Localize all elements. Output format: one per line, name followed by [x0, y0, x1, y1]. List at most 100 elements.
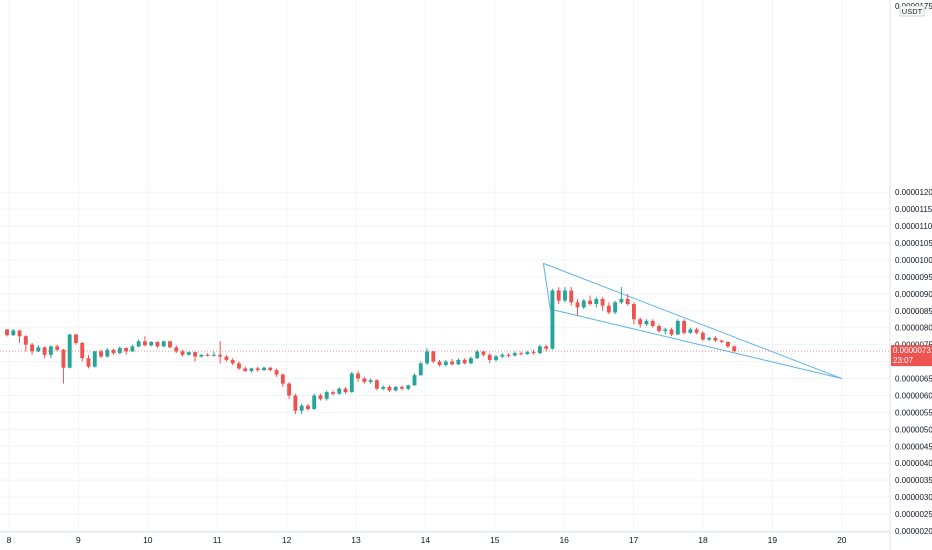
candle-body — [343, 388, 348, 393]
candle — [186, 351, 191, 356]
candle-body — [280, 374, 285, 384]
candle — [569, 287, 574, 306]
candle — [5, 329, 9, 337]
candle — [174, 345, 179, 354]
candle — [74, 333, 78, 345]
price-tick-label: 0.00001200 — [895, 188, 932, 197]
candle — [594, 297, 599, 308]
candle — [456, 358, 461, 365]
candle — [431, 350, 436, 364]
candle — [400, 385, 404, 391]
candle-body — [675, 320, 680, 335]
time-axis-background[interactable] — [0, 532, 890, 550]
candle-body — [563, 290, 567, 301]
candle — [481, 350, 486, 357]
candle-body — [506, 354, 511, 356]
candle — [356, 371, 361, 382]
candle — [613, 300, 618, 315]
candle — [299, 403, 304, 415]
candle — [713, 336, 718, 342]
time-tick-label: 8 — [7, 535, 12, 545]
candle — [237, 361, 241, 371]
candle-body — [544, 346, 549, 349]
candle-body — [669, 329, 674, 335]
candle — [280, 373, 285, 388]
candle — [606, 302, 611, 315]
candle-body — [142, 341, 147, 346]
candlestick-series — [5, 287, 737, 415]
candle — [726, 341, 730, 349]
candle-body — [694, 329, 699, 333]
candle-body — [205, 354, 210, 356]
candle-body — [700, 332, 705, 340]
candle-body — [456, 359, 461, 365]
candle-body — [324, 392, 329, 399]
candle-body — [130, 346, 135, 352]
candle-body — [393, 387, 398, 391]
candle — [249, 367, 254, 373]
candle-body — [255, 368, 260, 371]
candle-body — [550, 290, 555, 349]
candle-body — [374, 380, 379, 389]
time-tick-label: 13 — [351, 535, 361, 545]
price-axis-background[interactable] — [890, 0, 932, 550]
candle — [224, 354, 229, 362]
candle-body — [481, 351, 486, 355]
time-tick-label: 11 — [213, 535, 222, 545]
candle — [205, 353, 210, 357]
candle — [575, 298, 580, 316]
candle — [506, 353, 511, 358]
time-tick-label: 15 — [490, 535, 500, 545]
candle — [55, 344, 60, 352]
candle-body — [11, 330, 16, 336]
candle — [42, 346, 47, 359]
candle — [631, 302, 636, 325]
candle — [732, 345, 737, 353]
candle — [262, 366, 266, 372]
candle — [48, 345, 53, 359]
candle-body — [588, 300, 592, 305]
candle-body — [400, 387, 404, 389]
wedge-upper-trendline — [543, 262, 842, 380]
candle-body — [230, 359, 235, 364]
candle — [494, 354, 498, 362]
candle — [437, 359, 442, 367]
falling-wedge-pattern[interactable] — [542, 262, 842, 380]
candle — [450, 358, 455, 366]
candle-body — [218, 354, 223, 357]
candle-body — [425, 351, 429, 364]
candle-body — [174, 347, 179, 352]
candle — [519, 351, 524, 356]
candle — [111, 348, 116, 355]
candle — [443, 359, 448, 367]
candle — [155, 341, 160, 349]
candle-body — [337, 388, 342, 394]
candle — [588, 295, 592, 306]
candle-body — [224, 356, 229, 360]
candle — [36, 345, 41, 353]
candle-body — [519, 353, 524, 355]
candle-body — [356, 373, 361, 379]
time-tick-label: 14 — [421, 535, 431, 545]
candle — [86, 354, 91, 369]
candle-body — [149, 341, 154, 346]
candle — [318, 393, 323, 401]
candle — [305, 403, 310, 411]
last-price-badge[interactable]: 0.00000731 23:07 — [891, 345, 932, 367]
candle-body — [331, 392, 335, 394]
candle — [425, 348, 429, 365]
candle — [105, 348, 110, 358]
candle — [694, 327, 699, 335]
candle — [274, 368, 279, 377]
candle — [374, 379, 379, 391]
candle — [136, 339, 141, 348]
candle-body — [180, 351, 185, 355]
candle-body — [274, 370, 279, 375]
time-tick-label: 18 — [698, 535, 708, 545]
candle-body — [381, 387, 386, 389]
